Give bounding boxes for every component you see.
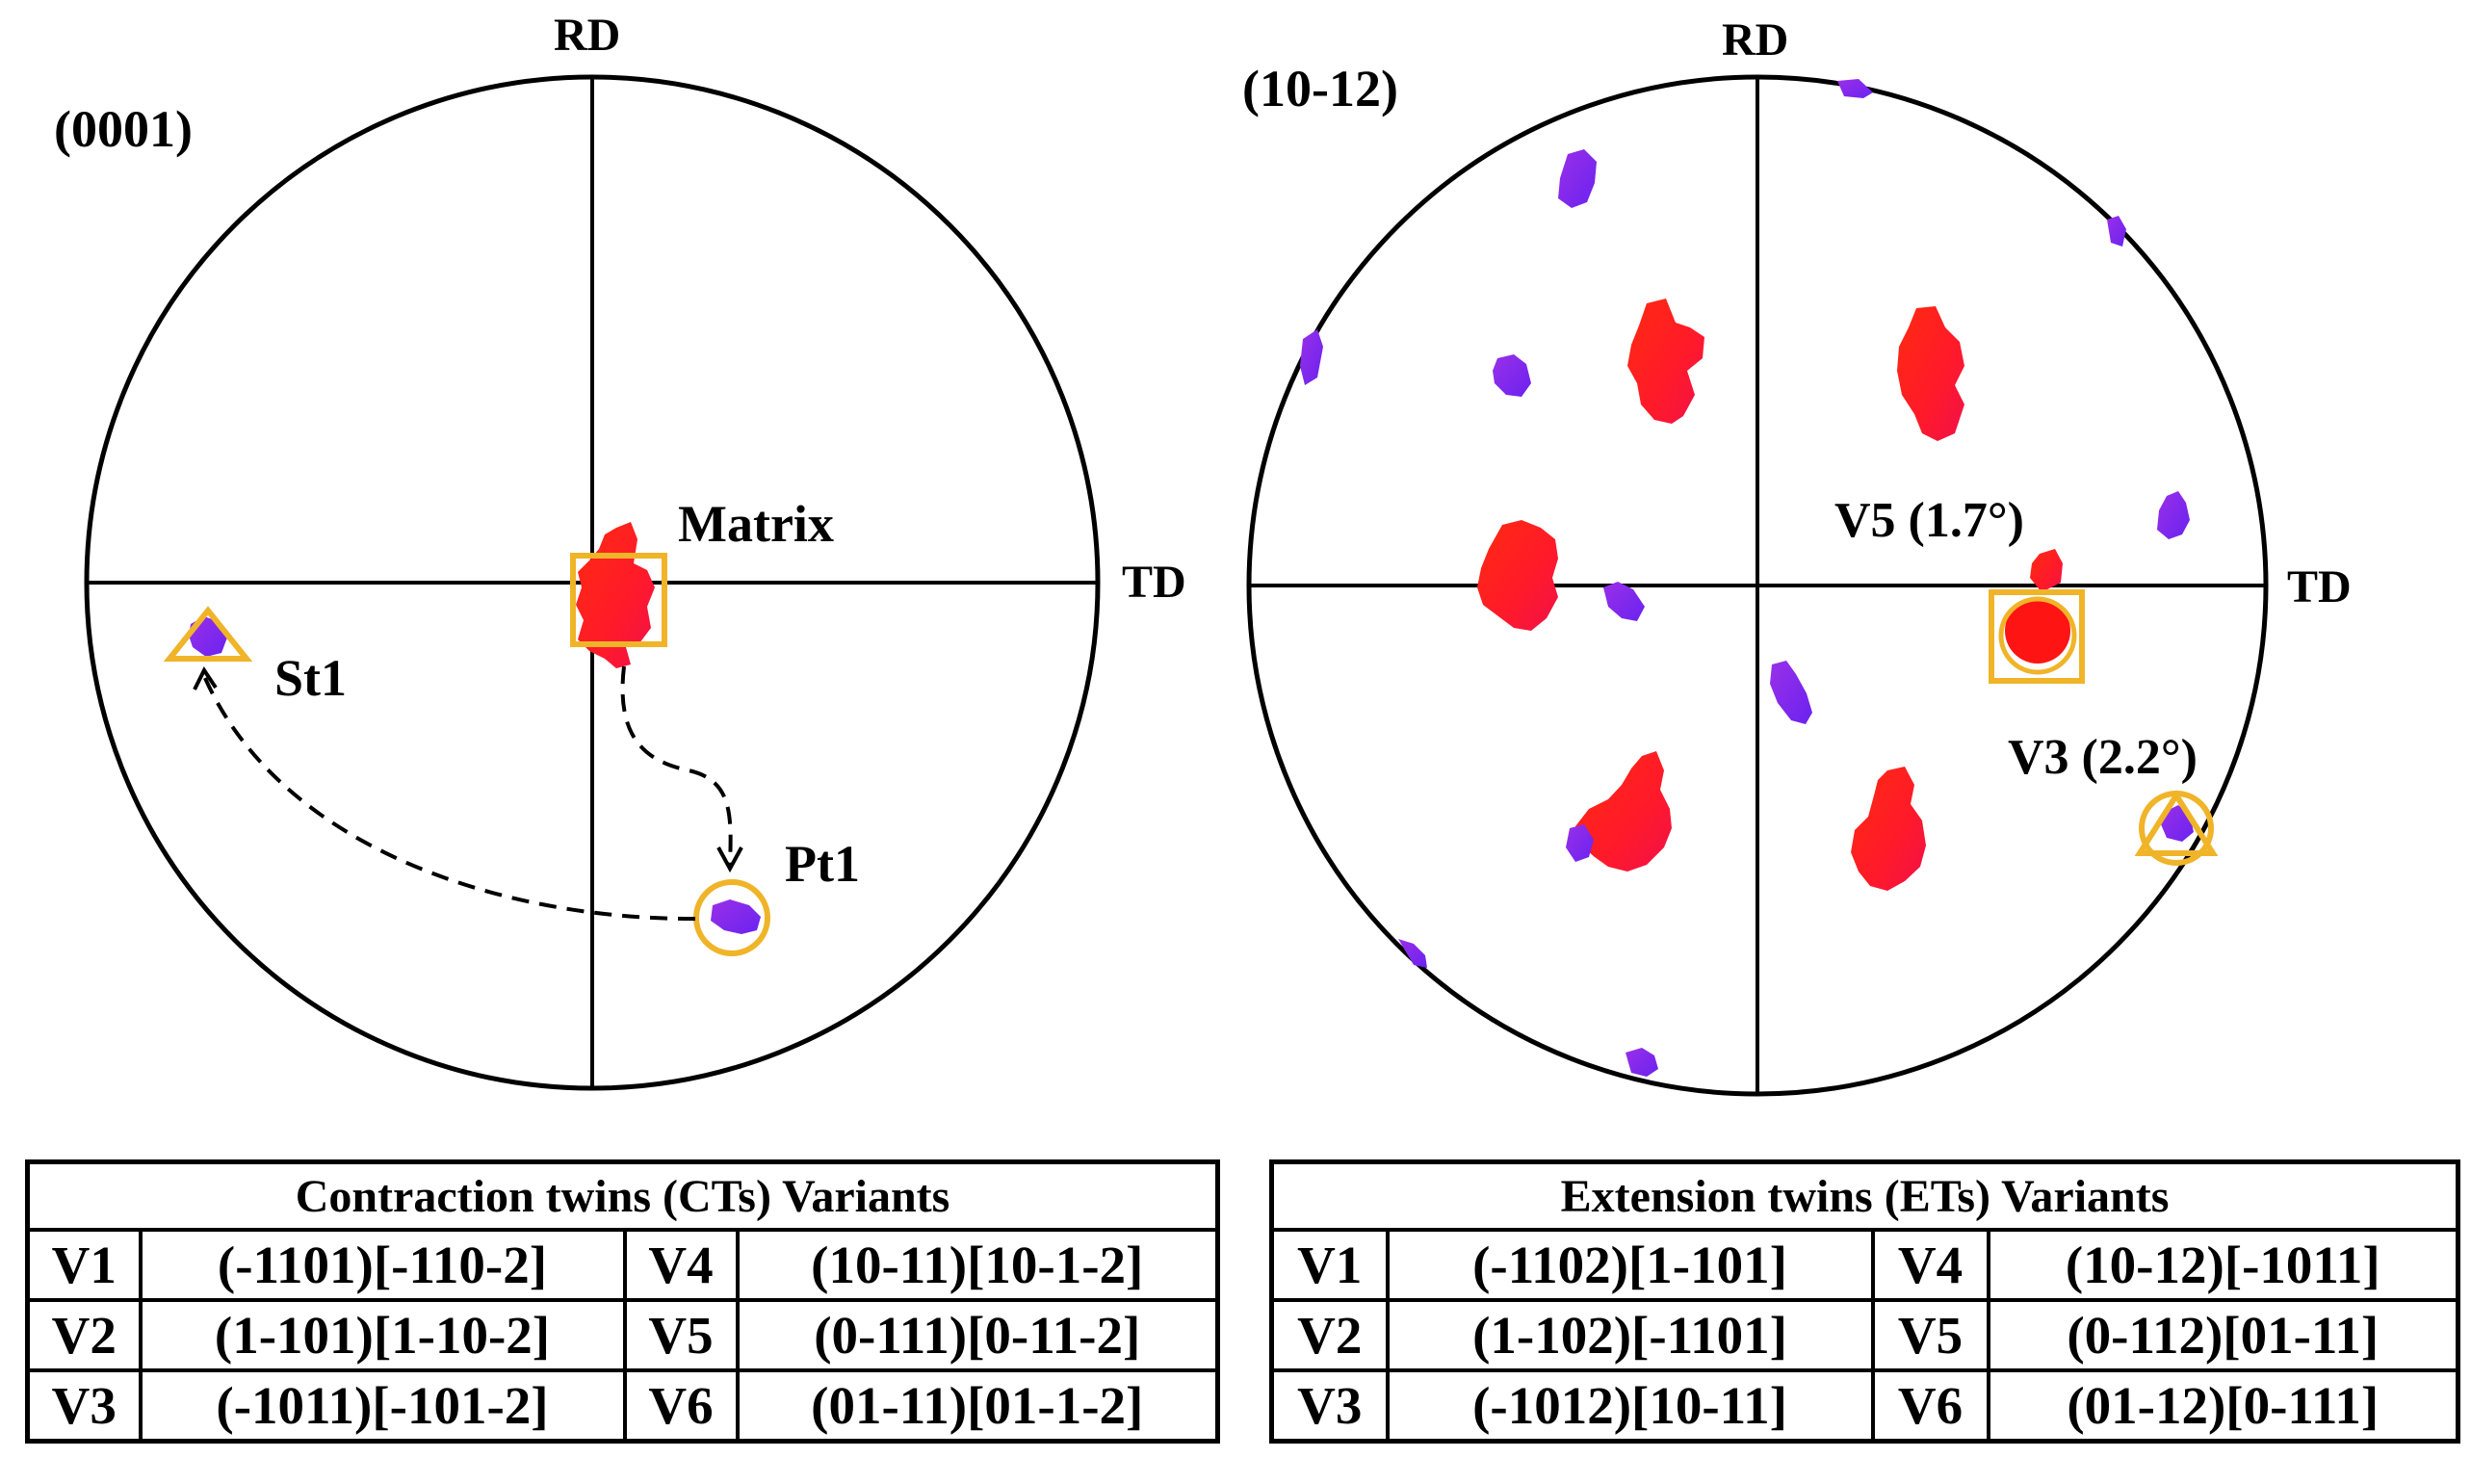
purple-pole-cluster [1837,79,1873,98]
table-title: Contraction twins (CTs) Variants [25,1159,1220,1232]
matrix-to-pt1-dashed-arrow [620,665,733,866]
v5-red-pole [2005,598,2070,664]
purple-pole-cluster [1770,661,1812,724]
table-row: V1 (-1102)[1-101] V4 (10-12)[-1011] [1269,1228,2460,1302]
red-pole-cluster [2030,549,2063,592]
purple-pole-cluster [1566,824,1594,862]
variant-plane: (10-11)[10-1-2] [735,1228,1220,1302]
purple-pole-cluster [1558,149,1597,208]
variant-id: V1 [25,1228,143,1302]
variant-id: V2 [25,1298,143,1372]
purple-pole-cluster [1398,939,1427,968]
rd-axis-label: RD [554,10,620,61]
variant-plane: (-1012)[10-11] [1385,1368,1875,1444]
st1-label: St1 [274,649,347,707]
variant-plane: (-1011)[-101-2] [138,1368,627,1444]
pole-figure-10-12: (10-12) RD TD V5 (1.7°) V3 (2.2°) [1242,14,2352,1097]
purple-pole-cluster [2157,491,2190,539]
st1-pole-cluster [189,616,227,657]
v3-label: V3 (2.2°) [2008,730,2198,785]
rd-axis-label: RD [1722,14,1788,65]
variant-plane: (0-112)[01-11] [1986,1298,2460,1372]
variant-id: V2 [1269,1298,1390,1372]
red-pole-cluster [1627,299,1704,424]
matrix-square-marker [570,553,667,647]
variant-id: V3 [25,1368,143,1444]
purple-pole-cluster [2107,216,2126,247]
red-pole-cluster [1575,751,1672,872]
red-pole-cluster [1851,767,1926,891]
variant-plane: (0-111)[0-11-2] [735,1298,1220,1372]
table-row: V3 (-1012)[10-11] V6 (01-12)[0-111] [1269,1368,2460,1444]
v5-circle-marker [1998,596,2077,675]
variant-plane: (1-102)[-1101] [1385,1298,1875,1372]
pole-figure-label: (0001) [54,100,193,158]
table-row: V2 (1-102)[-1101] V5 (0-112)[01-11] [1269,1298,2460,1372]
table-title: Extension twins (ETs) Variants [1269,1159,2460,1232]
v3-triangle-marker [2134,790,2219,856]
variant-id: V4 [1870,1228,1990,1302]
purple-pole-cluster [1603,582,1645,621]
variant-plane: (10-12)[-1011] [1986,1228,2460,1302]
pt1-circle-marker [693,879,770,956]
purple-pole-cluster [1626,1048,1658,1077]
variant-id: V1 [1269,1228,1390,1302]
table-row: V2 (1-101)[1-10-2] V5 (0-111)[0-11-2] [25,1298,1220,1372]
table-row: V3 (-1011)[-101-2] V6 (01-11)[01-1-2] [25,1368,1220,1444]
pt1-label: Pt1 [785,835,860,893]
variant-id: V6 [622,1368,740,1444]
variant-plane: (01-12)[0-111] [1986,1368,2460,1444]
variant-id: V6 [1870,1368,1990,1444]
variant-plane: (-1101)[-110-2] [138,1228,627,1302]
variant-id: V5 [1870,1298,1990,1372]
variant-plane: (1-101)[1-10-2] [138,1298,627,1372]
pole-figure-0001: (0001) RD TD Matrix St1 Pt1 [54,10,1186,1091]
variant-id: V5 [622,1298,740,1372]
td-axis-label: TD [2287,561,2352,612]
red-pole-cluster [1477,520,1558,631]
td-axis-label: TD [1122,557,1186,608]
variant-id: V4 [622,1228,740,1302]
table-row: V1 (-1101)[-110-2] V4 (10-11)[10-1-2] [25,1228,1220,1302]
variant-plane: (-1102)[1-101] [1385,1228,1875,1302]
pt1-arrowhead [716,846,743,873]
v5-label: V5 (1.7°) [1834,493,2024,548]
variant-id: V3 [1269,1368,1390,1444]
red-pole-cluster [1897,306,1964,441]
contraction-twins-table: Contraction twins (CTs) Variants V1 (-11… [25,1159,1221,1444]
purple-pole-cluster [1493,354,1531,397]
matrix-label: Matrix [678,495,834,553]
v5-square-marker [1989,589,2085,684]
st1-triangle-marker [163,606,253,662]
pole-figure-label: (10-12) [1242,60,1398,117]
pt1-to-st1-dashed-arrow [202,675,696,922]
purple-pole-cluster [1300,329,1323,385]
st1-arrowhead [193,666,218,690]
extension-twins-table: Extension twins (ETs) Variants V1 (-1102… [1269,1159,2461,1444]
pt1-pole-cluster [711,899,761,934]
variant-plane: (01-11)[01-1-2] [735,1368,1220,1444]
